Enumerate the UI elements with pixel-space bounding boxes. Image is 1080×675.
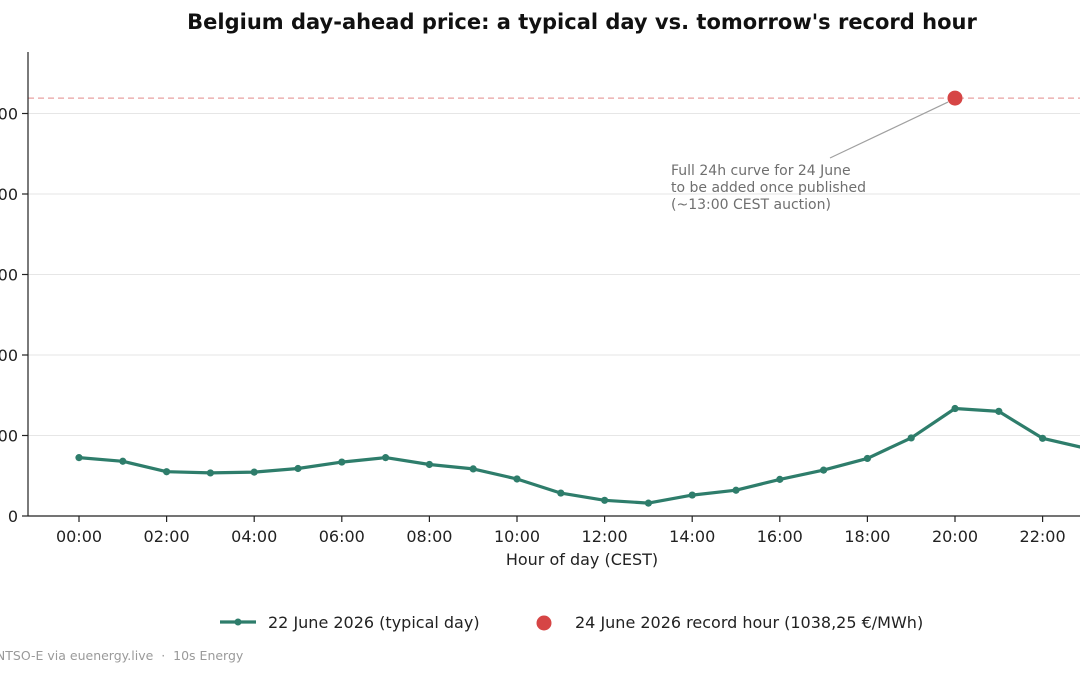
y-ticks: 0 200 400 600 800 1000 [0, 105, 28, 526]
x-tick-label-2: 04:00 [231, 527, 277, 546]
series-point-20 [951, 404, 959, 413]
series-point-3 [206, 469, 214, 477]
series-point-5 [294, 464, 302, 473]
annotation-line-2: to be added once published [671, 180, 866, 196]
series-point-6 [338, 458, 346, 466]
y-tick-label-2: 400 [0, 346, 18, 365]
series-point-7 [382, 454, 390, 462]
series-points [75, 404, 1047, 507]
series-line-typical-day [78, 406, 1080, 505]
grid [28, 113, 1080, 436]
series-point-19 [907, 434, 915, 442]
series-point-11 [557, 489, 565, 497]
x-tick-label-3: 06:00 [319, 527, 365, 546]
x-tick-label-0: 00:00 [56, 527, 102, 546]
x-tick-label-4: 08:00 [406, 527, 452, 546]
chart-title: Belgium day-ahead price: a typical day v… [187, 10, 977, 34]
x-axis-label: Hour of day (CEST) [506, 550, 658, 569]
legend-series-label: 22 June 2026 (typical day) [268, 613, 480, 632]
x-tick-label-7: 14:00 [669, 527, 715, 546]
series-point-8 [425, 460, 433, 469]
y-tick-label-0: 0 [8, 507, 18, 526]
axes [27, 52, 1080, 517]
x-tick-label-1: 02:00 [144, 527, 190, 546]
series-point-4 [250, 468, 258, 476]
record-hour-point [947, 90, 963, 106]
series-point-15 [732, 486, 740, 494]
series-point-2 [163, 468, 171, 476]
series-point-13 [644, 499, 653, 507]
x-tick-label-11: 22:00 [1020, 527, 1066, 546]
series-point-17 [820, 466, 828, 474]
series-point-14 [688, 491, 696, 499]
series-point-0 [75, 454, 83, 462]
series-point-1 [119, 457, 127, 465]
series-point-21 [995, 407, 1003, 415]
annotation-arrow [829, 101, 949, 159]
series-point-12 [601, 496, 609, 504]
x-tick-label-6: 12:00 [582, 527, 628, 546]
y-tick-label-1: 200 [0, 427, 18, 446]
y-tick-label-4: 800 [0, 185, 18, 204]
x-tick-label-5: 10:00 [494, 527, 540, 546]
y-tick-label-5: 1000 [0, 105, 18, 124]
series-point-9 [469, 465, 477, 473]
x-tick-label-10: 20:00 [932, 527, 978, 546]
x-tick-label-9: 18:00 [844, 527, 890, 546]
annotation-line-1: Full 24h curve for 24 June [671, 163, 851, 179]
x-tick-label-8: 16:00 [757, 527, 803, 546]
series-point-10 [513, 475, 521, 483]
annotation-line-3: (~13:00 CEST auction) [671, 197, 831, 213]
series-point-22 [1039, 434, 1047, 442]
series-point-16 [776, 475, 784, 483]
source-footer: ENTSO-E via euenergy.live · 10s Energy [0, 648, 244, 663]
legend-record-label: 24 June 2026 record hour (1038,25 €/MWh) [575, 613, 923, 632]
series-point-18 [863, 454, 872, 463]
y-tick-label-3: 600 [0, 266, 18, 285]
legend-record-marker [536, 615, 552, 631]
x-ticks: 00:00 02:00 04:00 06:00 08:00 10:00 12:00 14:00… [56, 516, 1066, 546]
legend: 22 June 2026 (typical day) 24 June 2026 … [220, 613, 923, 632]
legend-series-marker [234, 618, 242, 626]
